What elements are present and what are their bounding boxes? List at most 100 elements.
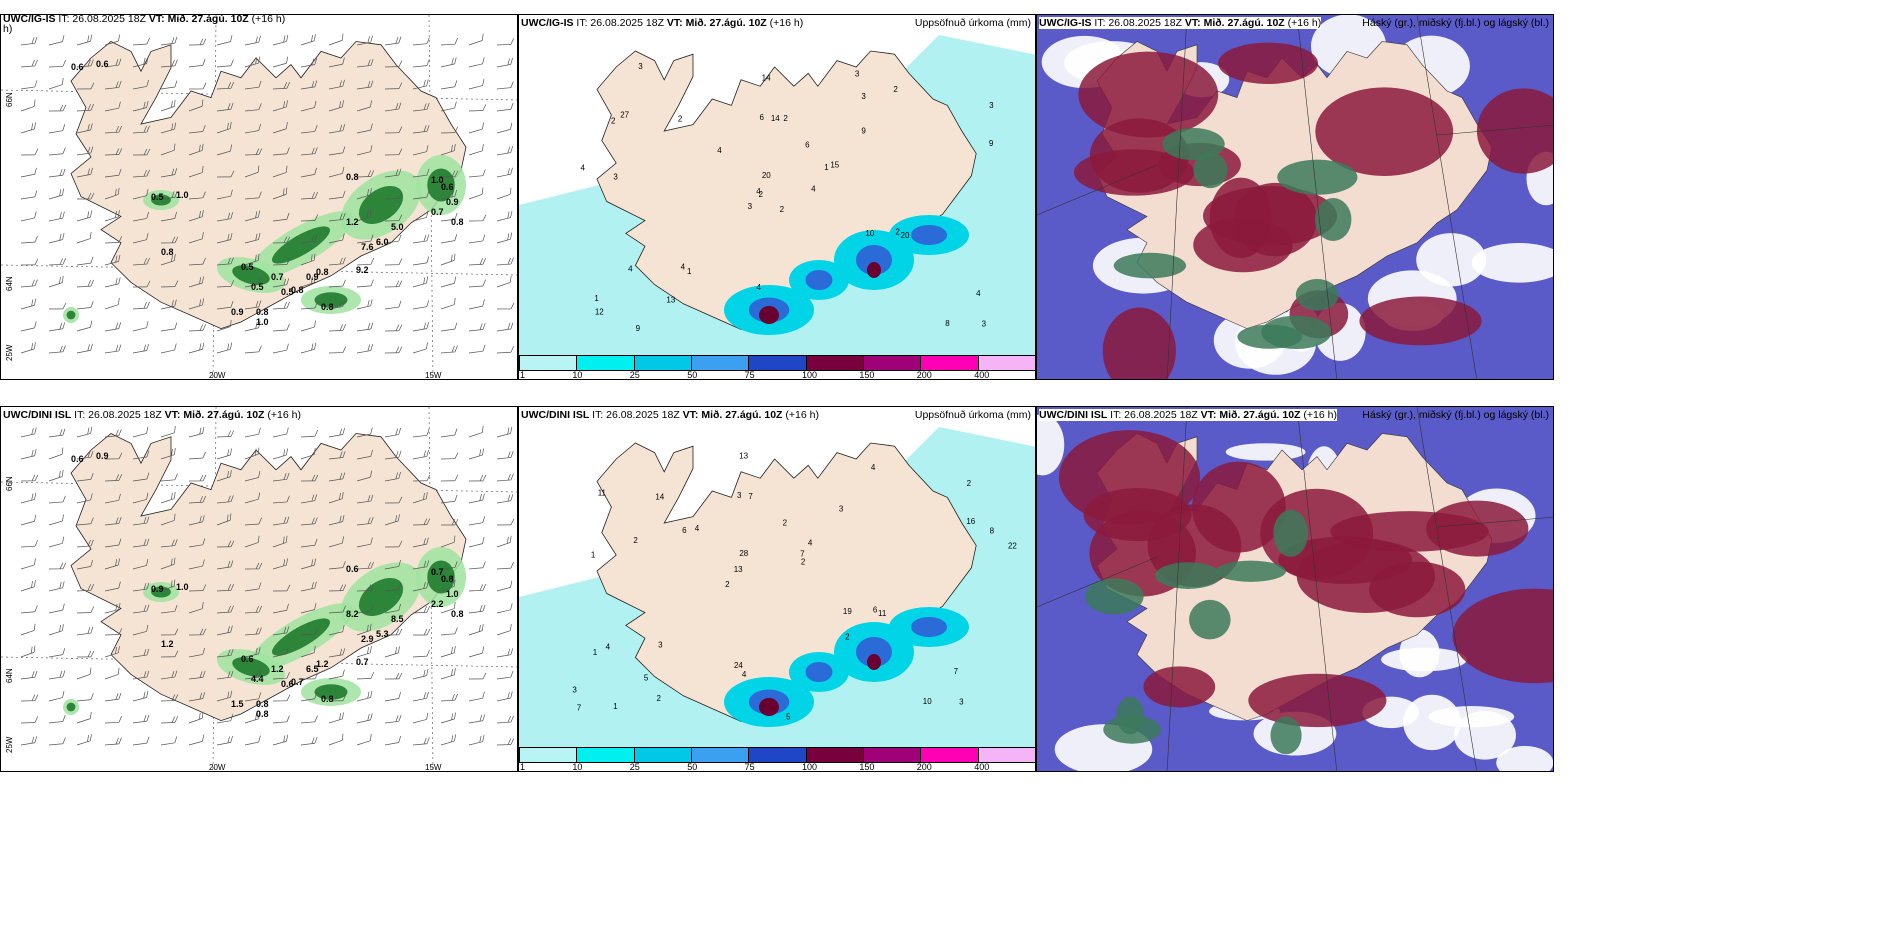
wind-barb-shaft [384,610,399,614]
wind-barb [188,257,206,266]
cloud-panel-title: UWC/DINI ISL IT: 26.08.2025 18Z VT: Mið.… [1039,409,1337,421]
wind-barb [48,624,64,636]
wind-barb-flag [227,257,231,265]
precip-value-label: 9 [636,324,641,333]
wind-barb [412,103,430,112]
wind-barb-flag [426,628,431,636]
precip-value-label: 7 [577,703,582,712]
wind-barb-shaft [328,567,343,570]
wind-barb-shaft [48,434,63,438]
wind-barb [440,126,459,134]
wind-barb-flag [143,583,147,590]
wind-barb [132,492,149,504]
wind-barb-flag [146,648,150,656]
wind-barb [496,302,515,310]
wind-barb [468,493,485,504]
wind-barb-shaft [356,263,372,266]
wind-barb-flag [426,103,430,110]
wind-barb-shaft [216,676,231,680]
high-cloud-area [1102,307,1176,379]
wind-barb-flag [34,342,36,349]
wind-barb-flag [90,450,94,458]
wind-barb [20,211,37,222]
wind-barb-flag [510,494,514,501]
wind-barb [244,56,261,68]
wind-barb [328,712,344,724]
wind-barb [328,515,345,526]
wind-barb-shaft [188,654,203,658]
wind-barb [132,714,150,724]
precip-area-heavy [271,226,331,264]
wind-barb-flag [59,104,64,112]
precip-value-label: 1 [824,163,829,172]
wind-barb-flag [202,342,205,350]
wind-value-label: 1.5 [231,699,244,709]
wind-barb-shaft [468,128,483,134]
wind-barb [356,427,373,438]
wind-barb-flag [62,188,65,196]
wind-barb [384,582,402,592]
wind-barb-flag [479,714,483,722]
wind-barb-shaft [76,566,91,570]
wind-barb [300,234,318,244]
wind-barb [20,670,38,680]
wind-barb-shaft [20,128,35,134]
wind-barb-shaft [272,128,287,134]
wind-barb [76,693,94,702]
wind-barb [188,474,207,482]
wind-barb [244,517,262,526]
wind-barb-flag [451,170,456,177]
wind-barb-flag [62,603,65,611]
wind-barb [272,516,290,526]
wind-barb [104,452,123,460]
wind-barb-flag [507,473,511,481]
wind-value-label: 1.0 [176,190,189,200]
wind-barb-flag [255,211,258,219]
mid-cloud-area [1155,562,1222,589]
wind-barb-flag [341,492,344,499]
wind-barb-shaft [132,588,147,592]
wind-barb-flag [283,536,285,544]
wind-barb-flag [90,606,95,613]
mid-cloud-area [1295,279,1339,311]
wind-barb [412,449,429,460]
wind-barb-shaft [76,326,91,332]
wind-barb-flag [454,627,458,634]
wind-barb-flag [510,715,514,723]
precip-area-heavy [314,292,348,308]
graticule-line [1296,15,1338,379]
wind-barb-shaft [356,176,372,178]
wind-barb-shaft [328,457,343,460]
wind-barb-shaft [496,43,512,46]
wind-barb-shaft [468,499,483,504]
wind-barb-shaft [468,150,483,156]
wind-barb-flag [174,190,178,198]
wind-barb [272,603,289,614]
precip-value-label: 6 [760,113,765,122]
wind-barb-flag [202,276,204,284]
wind-barb [328,605,346,614]
wind-barb-shaft [328,285,343,288]
wind-barb [104,101,121,112]
colorbar-tick-label: 50 [687,762,698,772]
wind-barb [216,670,234,680]
precip-value-label: 16 [966,517,975,526]
wind-barb-flag [370,690,373,698]
wind-barb-flag [283,559,286,566]
wind-value-label: 0.8 [321,302,334,312]
wind-barb-flag [398,471,401,479]
precip-value-label: 20 [901,231,910,240]
wind-barb-flag [283,236,288,243]
wind-barb-flag [342,625,345,632]
high-cloud-area [1078,51,1219,138]
wind-barb-flag [173,579,176,587]
wind-barb [216,430,235,438]
wind-barb-flag [286,558,288,566]
wind-barb-flag [342,694,347,701]
precip-area-heavy [911,225,947,245]
wind-barb-shaft [48,84,63,90]
wind-barb-flag [311,494,315,502]
wind-barb-flag [61,275,64,283]
wind-barb-flag [89,667,92,675]
wind-barb [412,737,430,746]
